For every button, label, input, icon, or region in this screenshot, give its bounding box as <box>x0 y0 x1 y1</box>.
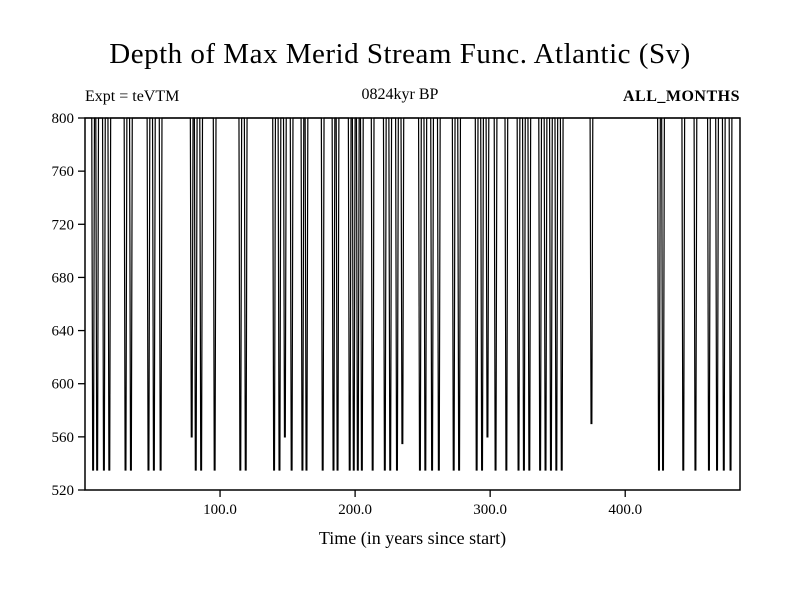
svg-text:600: 600 <box>52 377 75 393</box>
svg-text:640: 640 <box>52 324 75 340</box>
svg-text:200.0: 200.0 <box>338 502 372 518</box>
svg-text:760: 760 <box>52 164 75 180</box>
svg-text:720: 720 <box>52 217 75 233</box>
y-axis-tick-labels: 520 560 600 640 680 720 760 800 <box>52 111 75 499</box>
months-label: ALL_MONTHS <box>622 88 740 105</box>
plot-frame <box>84 117 741 491</box>
svg-text:100.0: 100.0 <box>203 502 237 518</box>
svg-text:800: 800 <box>52 111 75 127</box>
x-axis-ticks <box>219 490 626 497</box>
experiment-label: Expt = teVTM <box>85 88 180 105</box>
x-axis-tick-labels: 100.0 200.0 300.0 400.0 <box>203 502 642 518</box>
chart-title: Depth of Max Merid Stream Func. Atlantic… <box>109 38 691 70</box>
series-line <box>85 117 740 471</box>
svg-text:300.0: 300.0 <box>473 502 507 518</box>
svg-text:400.0: 400.0 <box>608 502 642 518</box>
y-axis-ticks <box>78 117 85 491</box>
svg-text:560: 560 <box>52 430 75 446</box>
svg-text:680: 680 <box>52 270 75 286</box>
svg-text:520: 520 <box>52 483 75 499</box>
time-period-label: 0824kyr BP <box>361 86 439 103</box>
plot-area: 520 560 600 640 680 720 760 800 100.0 200.0 300.0… <box>52 111 741 518</box>
x-axis-title: Time (in years since start) <box>318 528 507 548</box>
